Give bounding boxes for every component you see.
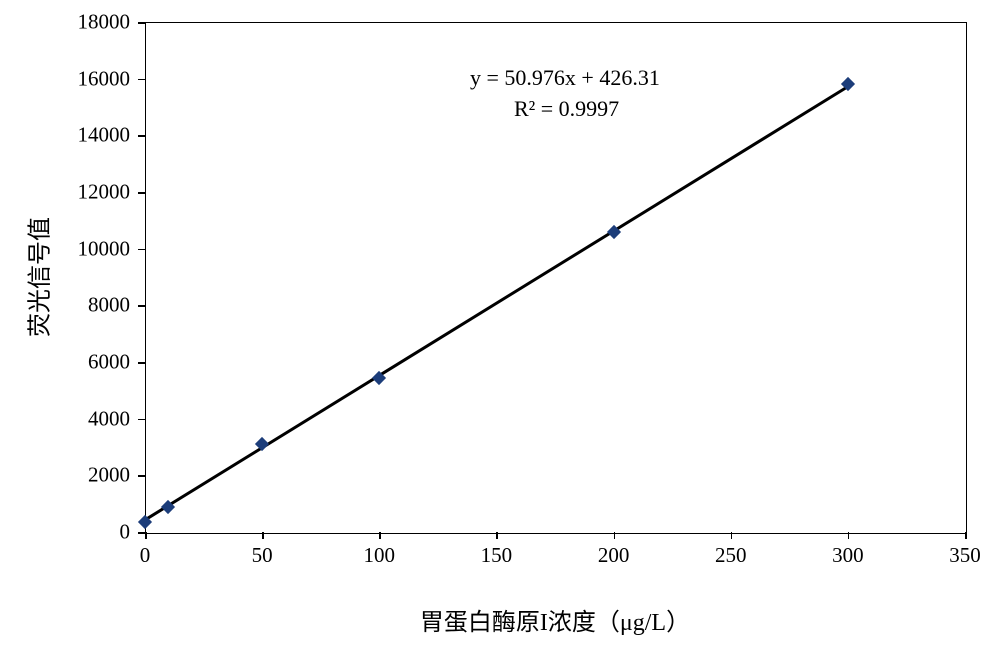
x-tick-label: 0 [140, 543, 151, 568]
x-tick-label: 200 [598, 543, 630, 568]
y-tick-mark [138, 475, 145, 477]
y-tick-mark [138, 249, 145, 251]
x-tick-mark [965, 532, 967, 539]
r-squared-text: R² = 0.9997 [514, 96, 619, 122]
y-tick-mark [138, 305, 145, 307]
x-tick-label: 100 [364, 543, 396, 568]
y-tick-mark [138, 532, 145, 534]
y-tick-mark [138, 135, 145, 137]
x-tick-mark [614, 532, 616, 539]
x-tick-mark [848, 532, 850, 539]
x-tick-label: 250 [715, 543, 747, 568]
equation-text: y = 50.976x + 426.31 [470, 65, 660, 91]
x-tick-label: 300 [832, 543, 864, 568]
x-tick-mark [379, 532, 381, 539]
y-tick-mark [138, 362, 145, 364]
y-tick-label: 2000 [0, 463, 130, 488]
y-tick-label: 0 [0, 520, 130, 545]
y-tick-mark [138, 22, 145, 24]
y-tick-mark [138, 419, 145, 421]
y-tick-mark [138, 79, 145, 81]
y-tick-label: 10000 [0, 236, 130, 261]
y-tick-label: 12000 [0, 180, 130, 205]
y-tick-mark [138, 192, 145, 194]
y-axis-label: 荧光信号值 [20, 217, 55, 337]
x-tick-mark [731, 532, 733, 539]
y-tick-label: 18000 [0, 10, 130, 35]
y-tick-label: 16000 [0, 66, 130, 91]
x-tick-label: 150 [481, 543, 513, 568]
y-tick-label: 4000 [0, 406, 130, 431]
x-axis-label: 胃蛋白酶原I浓度（μg/L） [420, 602, 690, 637]
chart-container: 荧光信号值 胃蛋白酶原I浓度（μg/L） y = 50.976x + 426.3… [0, 0, 1000, 662]
x-tick-mark [496, 532, 498, 539]
x-tick-label: 350 [949, 543, 981, 568]
x-tick-label: 50 [252, 543, 273, 568]
x-tick-mark [145, 532, 147, 539]
y-tick-label: 14000 [0, 123, 130, 148]
x-tick-mark [262, 532, 264, 539]
y-tick-label: 6000 [0, 350, 130, 375]
y-tick-label: 8000 [0, 293, 130, 318]
